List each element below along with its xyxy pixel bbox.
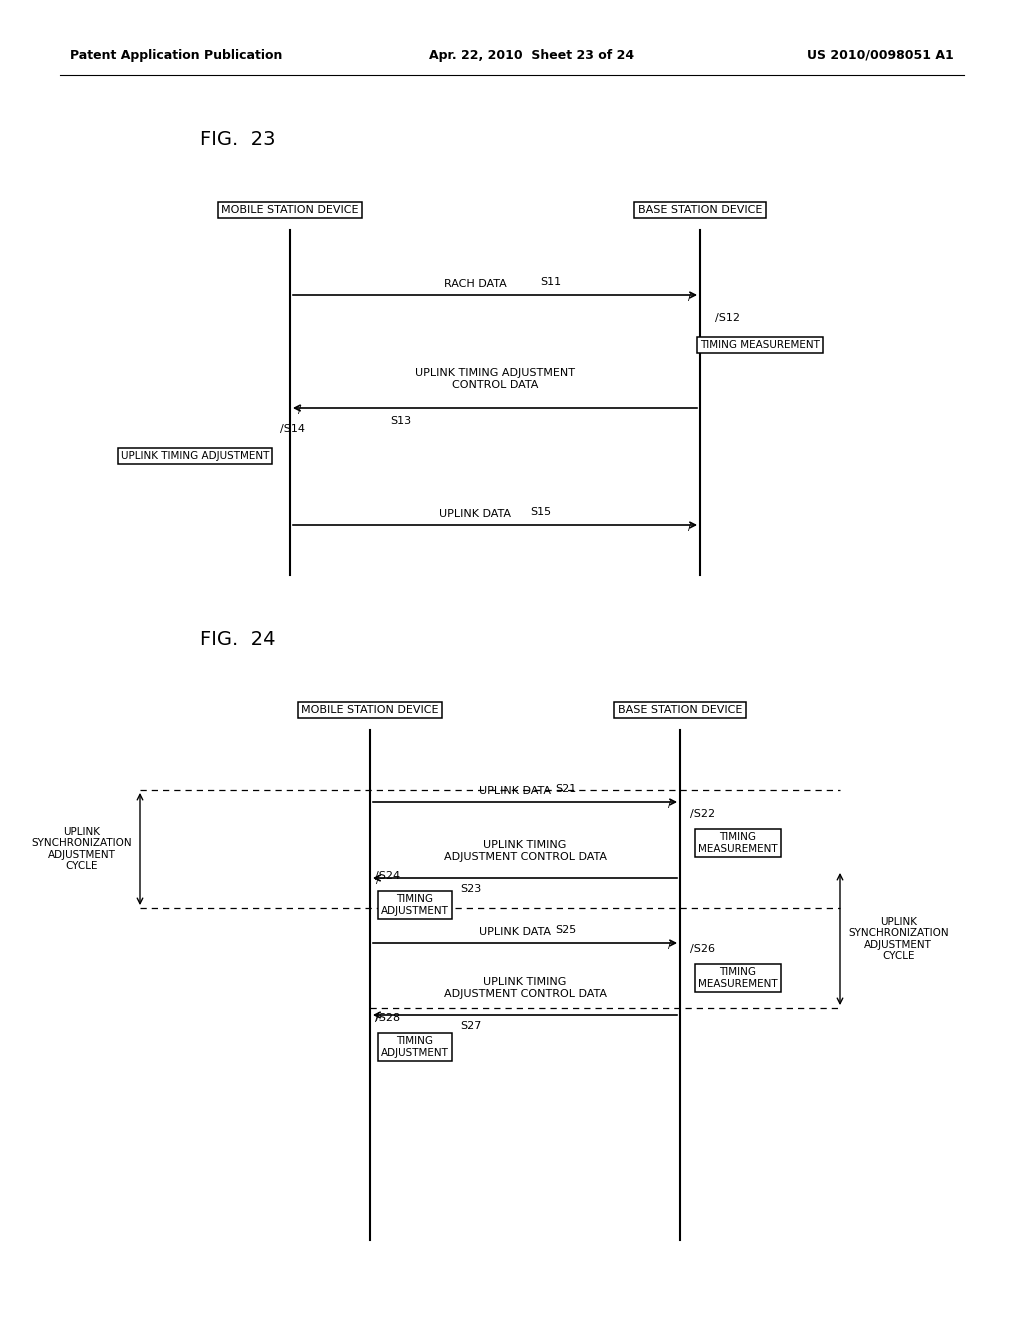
Text: /: / [668,940,672,950]
Text: ∕S14: ∕S14 [280,424,305,434]
Text: TIMING
ADJUSTMENT: TIMING ADJUSTMENT [381,894,449,916]
Text: S11: S11 [540,277,561,286]
Text: UPLINK
SYNCHRONIZATION
ADJUSTMENT
CYCLE: UPLINK SYNCHRONIZATION ADJUSTMENT CYCLE [848,916,948,961]
Text: UPLINK TIMING ADJUSTMENT
CONTROL DATA: UPLINK TIMING ADJUSTMENT CONTROL DATA [415,368,575,389]
Text: TIMING MEASUREMENT: TIMING MEASUREMENT [700,341,820,350]
Text: US 2010/0098051 A1: US 2010/0098051 A1 [807,49,954,62]
Text: TIMING
ADJUSTMENT: TIMING ADJUSTMENT [381,1036,449,1057]
Text: ∕S28: ∕S28 [375,1012,400,1023]
Text: UPLINK TIMING
ADJUSTMENT CONTROL DATA: UPLINK TIMING ADJUSTMENT CONTROL DATA [443,841,606,862]
Text: Patent Application Publication: Patent Application Publication [70,49,283,62]
Text: FIG.  23: FIG. 23 [200,129,275,149]
Text: UPLINK
SYNCHRONIZATION
ADJUSTMENT
CYCLE: UPLINK SYNCHRONIZATION ADJUSTMENT CYCLE [32,826,132,871]
Text: /: / [688,521,691,532]
Text: Apr. 22, 2010  Sheet 23 of 24: Apr. 22, 2010 Sheet 23 of 24 [429,49,635,62]
Text: MOBILE STATION DEVICE: MOBILE STATION DEVICE [301,705,438,715]
Text: ∕S22: ∕S22 [690,809,715,818]
Text: FIG.  24: FIG. 24 [200,630,275,649]
Text: S23: S23 [460,884,481,894]
Text: /: / [688,292,691,302]
Text: TIMING
MEASUREMENT: TIMING MEASUREMENT [698,968,778,989]
Text: S25: S25 [555,925,577,935]
Text: UPLINK DATA: UPLINK DATA [479,927,551,937]
Text: /: / [298,405,301,414]
Text: RACH DATA: RACH DATA [443,279,507,289]
Text: BASE STATION DEVICE: BASE STATION DEVICE [617,705,742,715]
Text: ∕S24: ∕S24 [375,871,400,880]
Text: /: / [376,875,379,884]
Text: MOBILE STATION DEVICE: MOBILE STATION DEVICE [221,205,358,215]
Text: TIMING
MEASUREMENT: TIMING MEASUREMENT [698,832,778,854]
Text: S15: S15 [530,507,551,517]
Text: /: / [668,799,672,809]
Text: UPLINK TIMING ADJUSTMENT: UPLINK TIMING ADJUSTMENT [121,451,269,461]
Text: S13: S13 [390,416,411,426]
Text: UPLINK DATA: UPLINK DATA [439,510,511,519]
Text: ∕S26: ∕S26 [690,944,715,954]
Text: UPLINK TIMING
ADJUSTMENT CONTROL DATA: UPLINK TIMING ADJUSTMENT CONTROL DATA [443,977,606,999]
Text: UPLINK DATA: UPLINK DATA [479,785,551,796]
Text: S21: S21 [555,784,577,795]
Text: ∕S12: ∕S12 [715,313,740,323]
Text: BASE STATION DEVICE: BASE STATION DEVICE [638,205,762,215]
Text: /: / [376,1012,379,1022]
Text: S27: S27 [460,1020,481,1031]
